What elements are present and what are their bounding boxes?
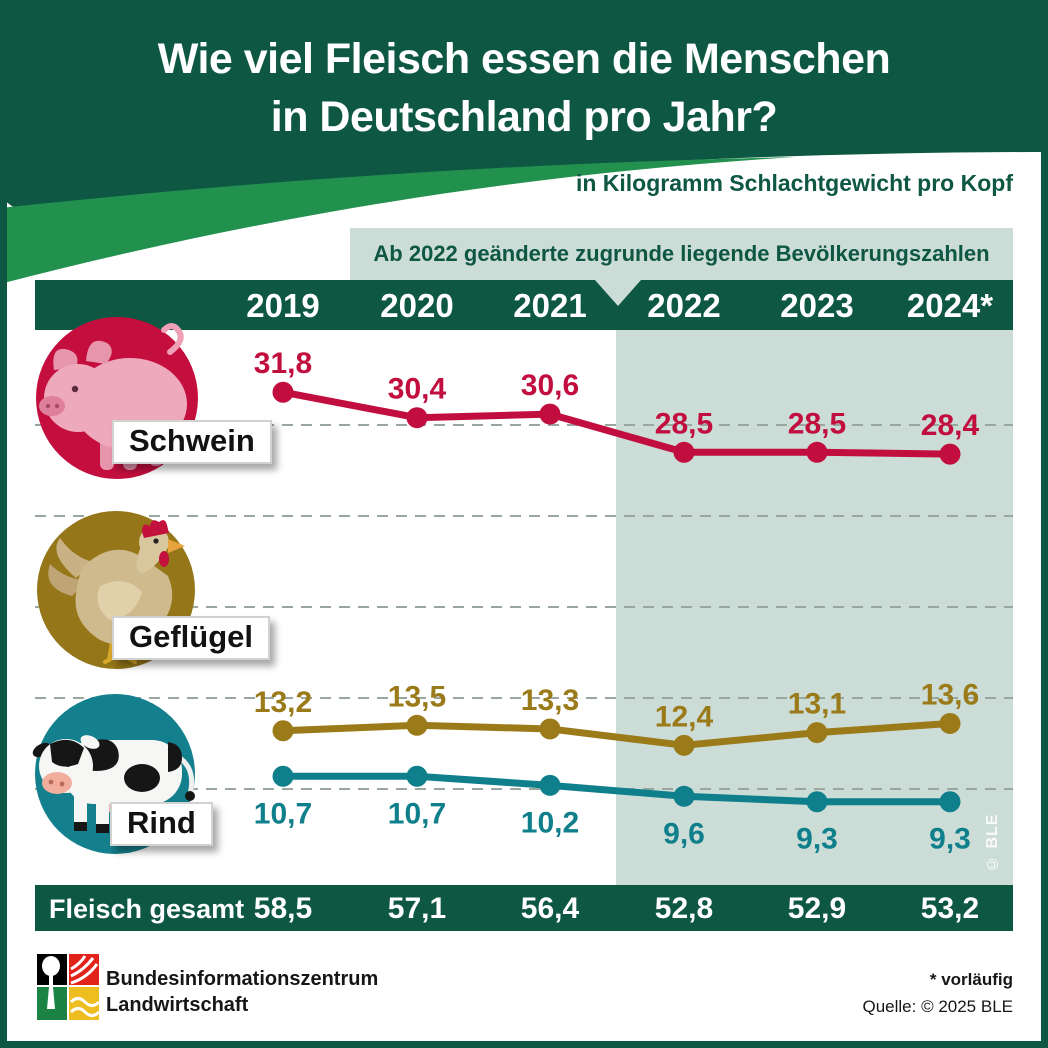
value-label: 9,3 [796,823,838,856]
row-label-schwein: Schwein [112,420,272,464]
value-label: 28,4 [921,409,980,442]
year-header-band: 2019 2020 2021 2022 2023 2024* [35,280,1013,330]
year-2023: 2023 [780,287,854,324]
total-2022: 52,8 [654,892,714,925]
value-label: 9,3 [929,823,971,856]
year-2022: 2022 [647,287,721,324]
value-label: 30,6 [521,369,579,402]
value-label: 28,5 [788,407,846,440]
row-label-rind: Rind [110,802,213,846]
year-2024: 2024* [906,287,994,324]
value-label: 13,5 [388,680,446,713]
footnote-preliminary: * vorläufig [929,970,1013,989]
value-label: 13,1 [788,688,846,721]
year-2021: 2021 [513,287,587,324]
title-line-1: Wie viel Fleisch essen die Menschen [157,35,891,83]
value-label: 10,7 [254,797,312,830]
totals-label: Fleisch gesamt [49,894,245,924]
total-2021: 56,4 [520,892,580,925]
value-label: 31,8 [254,347,312,380]
value-label: 30,4 [388,373,447,406]
totals-band: Fleisch gesamt 58,5 57,1 56,4 52,8 52,9 … [35,885,1013,931]
value-label: 9,6 [663,817,705,850]
source-note: Quelle: © 2025 BLE [862,997,1013,1016]
value-label: 28,5 [655,407,713,440]
org-line-1: Bundesinformationszentrum [106,968,379,990]
org-name: Bundesinformationszentrum Landwirtschaft [106,966,378,1018]
year-2020: 2020 [380,287,454,324]
page-title: Wie viel Fleisch essen die Menschen in D… [0,30,1048,146]
total-2023: 52,9 [787,892,847,925]
value-label: 10,2 [521,806,579,839]
row-label-gefluegel: Geflügel [112,616,271,660]
value-label: 13,6 [921,678,979,711]
value-label: 10,7 [388,797,446,830]
value-label: 12,4 [655,700,714,733]
total-2019: 58,5 [253,892,313,925]
title-line-2: in Deutschland pro Jahr? [270,93,778,141]
value-label: 13,3 [521,684,579,717]
org-line-2: Landwirtschaft [106,994,249,1016]
value-label: 13,2 [254,686,312,719]
total-2024: 53,2 [920,892,980,925]
bzl-logo [37,954,99,1020]
year-2019: 2019 [246,287,320,324]
banner-notch-icon [595,280,641,306]
header-swoosh [0,0,1048,284]
chart-subtitle: in Kilogramm Schlachtgewicht pro Kopf [575,170,1013,196]
footer-notes: * vorläufig Quelle: © 2025 BLE [862,966,1013,1020]
note-banner: Ab 2022 geänderte zugrunde liegende Bevö… [350,228,1013,280]
total-2020: 57,1 [387,892,447,925]
